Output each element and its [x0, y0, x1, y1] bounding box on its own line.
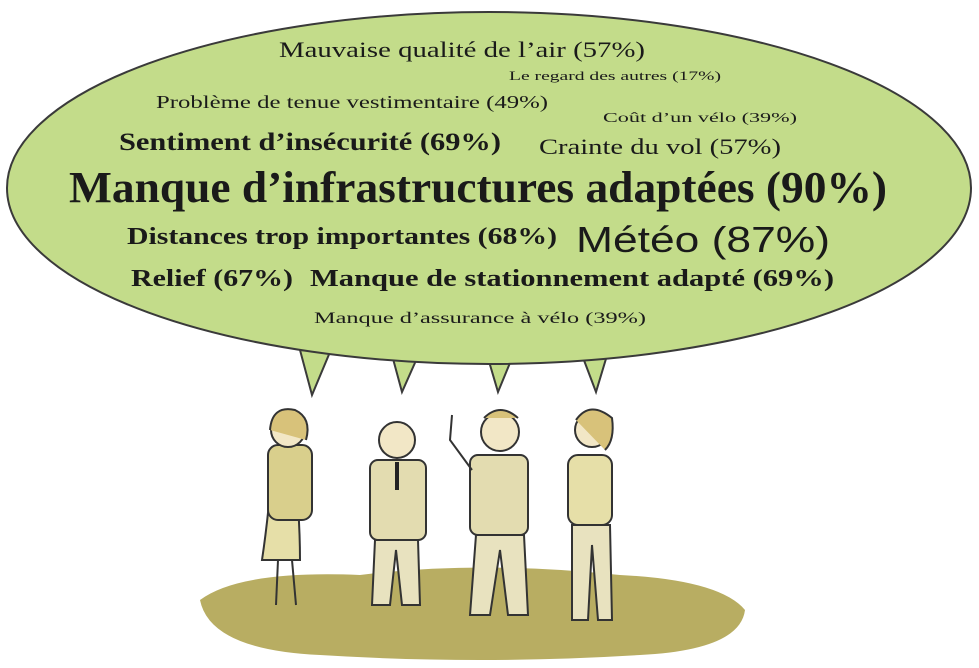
cloud-word: Météo (87%): [576, 219, 830, 260]
cloud-word: Relief (67%): [131, 266, 293, 292]
illustration: Mauvaise qualité de l’air (57%) Le regard…: [0, 0, 979, 668]
cloud-word: Mauvaise qualité de l’air (57%): [279, 37, 645, 62]
cloud-word: Le regard des autres (17%): [509, 68, 721, 83]
cloud-word: Problème de tenue vestimentaire (49%): [156, 92, 548, 113]
cloud-word: Coût d’un vélo (39%): [603, 111, 798, 126]
cloud-word: Manque d’infrastructures adaptées (90%): [69, 163, 887, 212]
cloud-word: Manque d’assurance à vélo (39%): [314, 310, 646, 327]
cloud-word: Manque de stationnement adapté (69%): [310, 266, 834, 292]
cloud-word: Distances trop importantes (68%): [127, 224, 557, 250]
cloud-word: Crainte du vol (57%): [539, 134, 781, 159]
cloud-word: Sentiment d’insécurité (69%): [119, 129, 501, 156]
